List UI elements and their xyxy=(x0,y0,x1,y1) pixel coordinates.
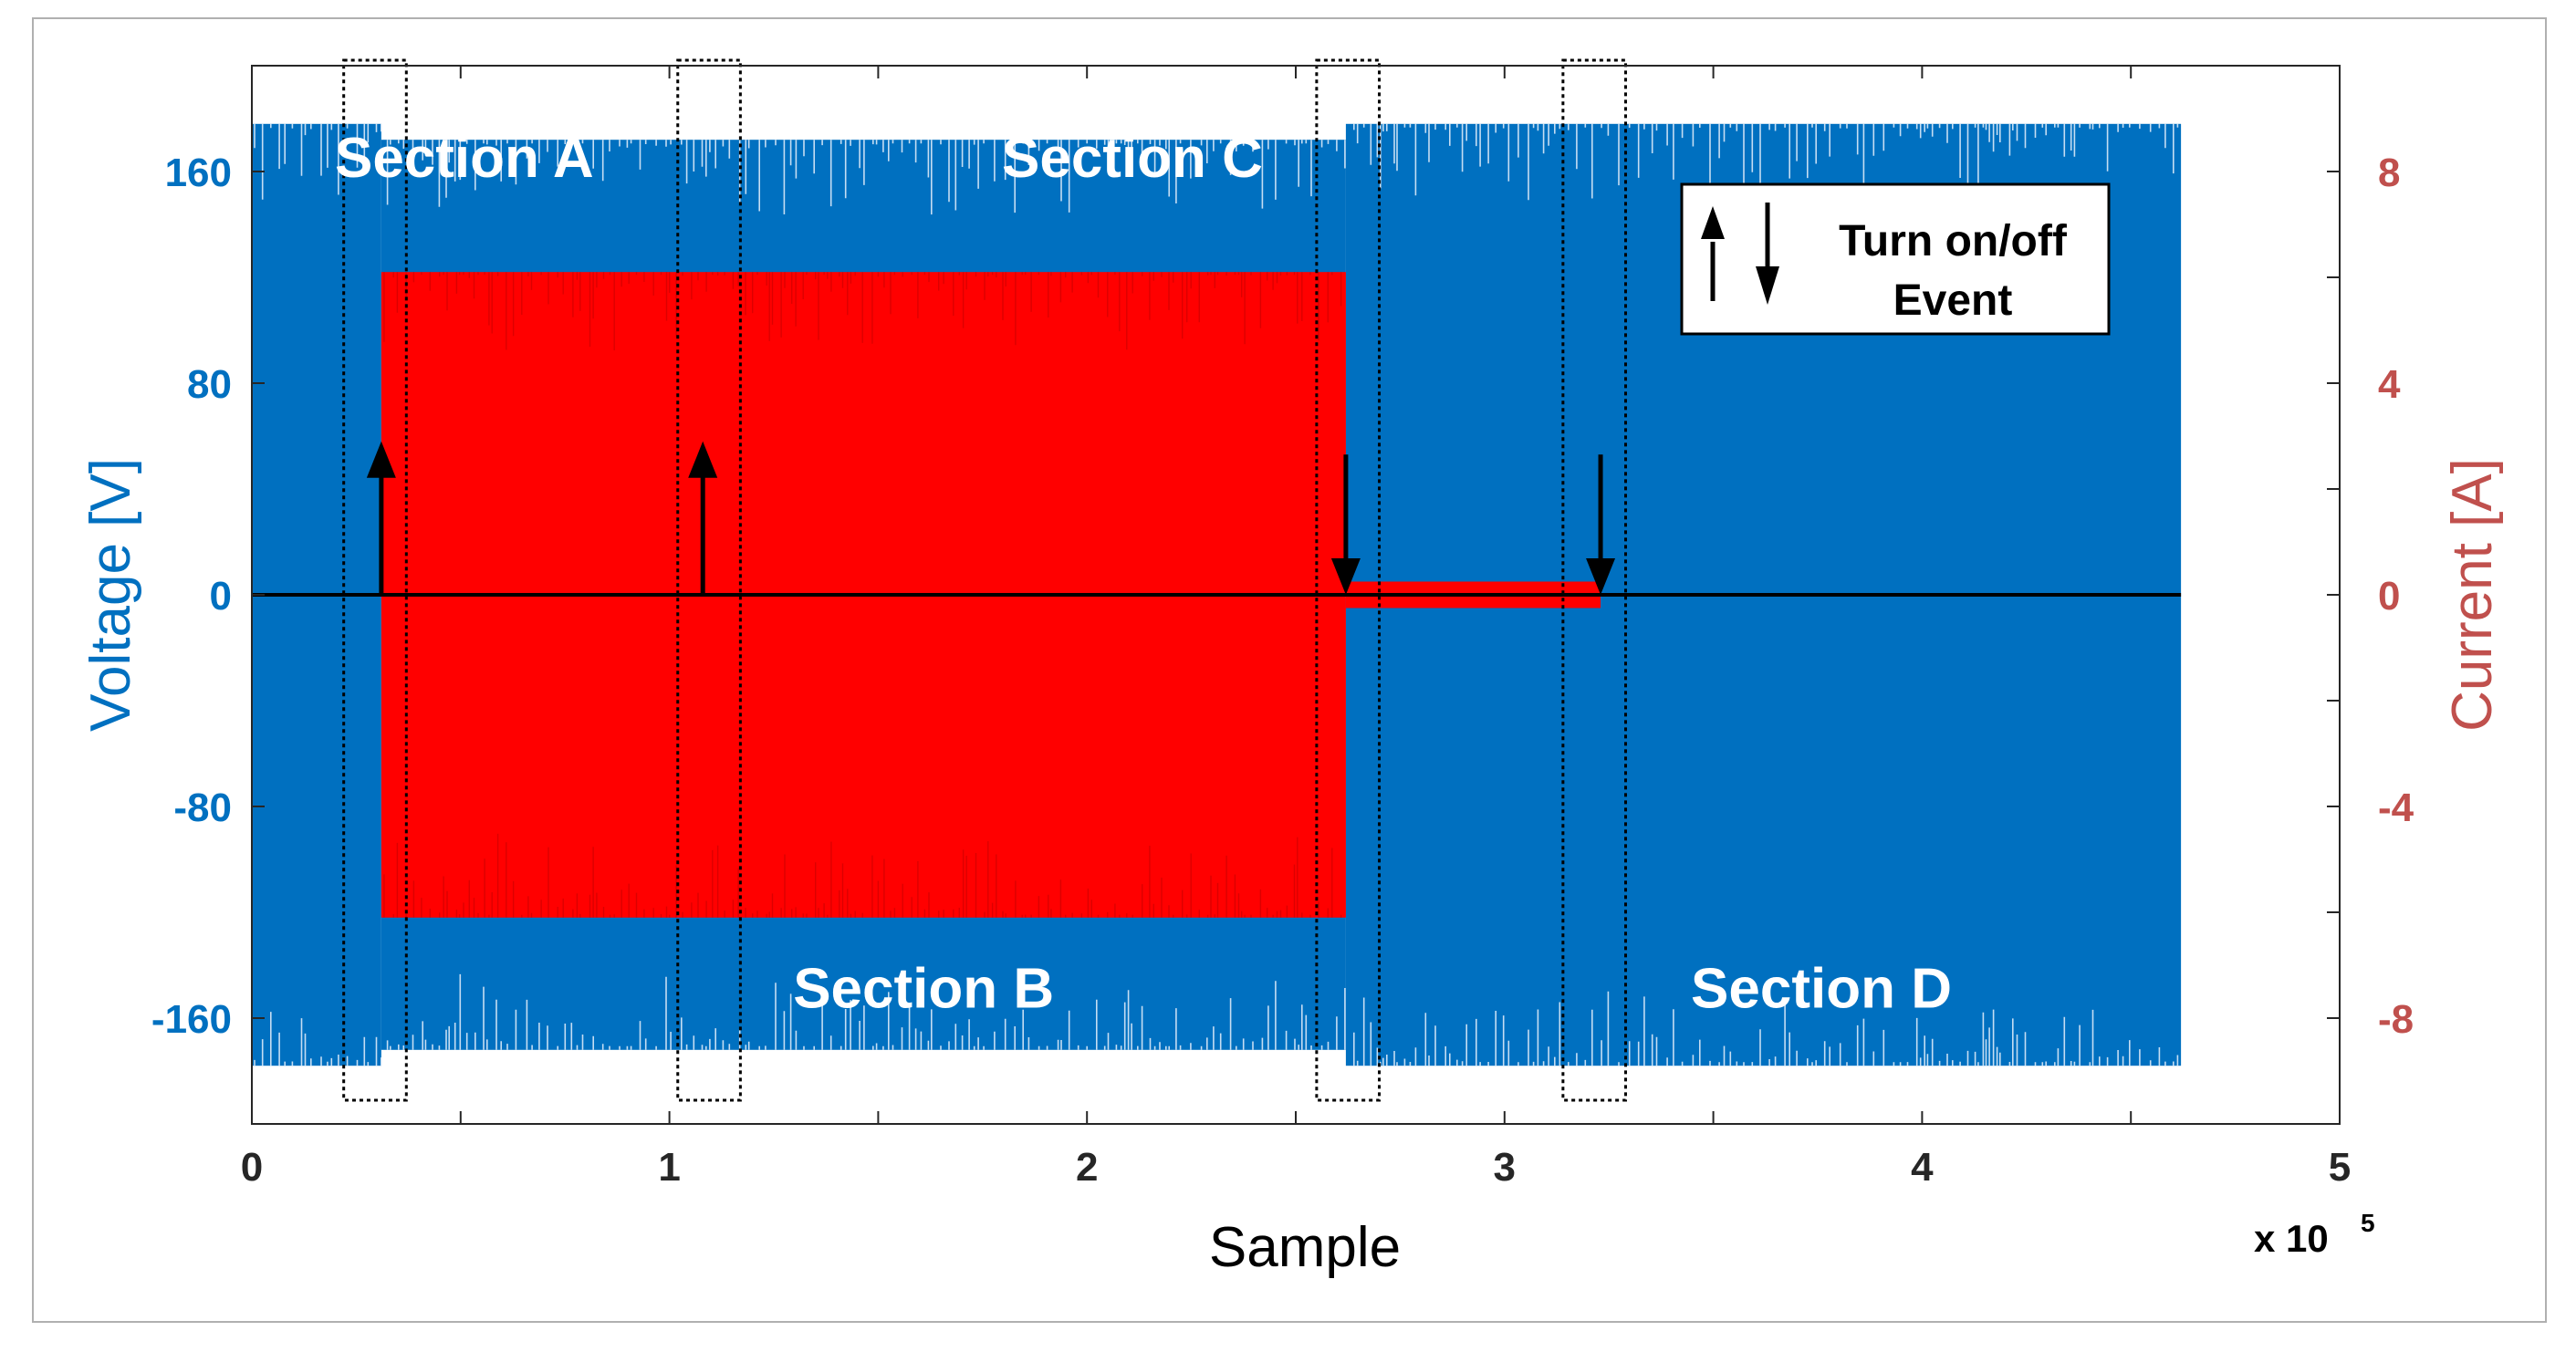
x-tick-label-3: 3 xyxy=(1494,1145,1516,1190)
y-right-tick-label-0: -8 xyxy=(2378,997,2414,1042)
y-left-tick-label-0: -160 xyxy=(151,997,232,1042)
current-ripple xyxy=(383,272,1342,918)
y-right-tick-label-4: 8 xyxy=(2378,151,2400,195)
section-annotations: Section A Section B Section C Section D xyxy=(335,127,1952,1021)
section-label-1: Section B xyxy=(793,957,1054,1020)
y-right-axis-label: Current [A] xyxy=(2441,458,2504,732)
section-label-0: Section A xyxy=(335,127,594,190)
x-tick-label-5: 5 xyxy=(2329,1145,2351,1190)
axis-ticks: 0 1 2 3 4 5 -160 -80 0 80 160 -8 -4 0 4 8 xyxy=(151,65,2414,1190)
y-left-tick-label-2: 0 xyxy=(210,574,232,619)
event-box-2 xyxy=(1315,58,1382,1102)
section-label-3: Section D xyxy=(1691,957,1952,1020)
event-box-1 xyxy=(676,58,742,1102)
y-left-tick-label-1: -80 xyxy=(173,785,232,830)
y-right-tick-label-3: 4 xyxy=(2378,362,2401,407)
event-arrow-up-1 xyxy=(688,441,718,478)
legend-up-arrow-icon xyxy=(1701,206,1725,239)
event-arrow-down-2 xyxy=(1330,558,1361,595)
section-label-2: Section C xyxy=(1002,127,1263,190)
x-exponent-sup: 5 xyxy=(2361,1209,2375,1237)
legend: Turn on/off Event xyxy=(1680,182,2111,336)
event-arrows xyxy=(366,441,1616,595)
y-left-tick-label-3: 80 xyxy=(187,362,232,407)
event-arrow-down-3 xyxy=(1586,558,1616,595)
x-tick-label-2: 2 xyxy=(1076,1145,1098,1190)
x-tick-label-4: 4 xyxy=(1911,1145,1934,1190)
y-right-tick-label-1: -4 xyxy=(2378,785,2414,830)
y-left-axis-label: Voltage [V] xyxy=(79,458,142,732)
event-boxes xyxy=(342,58,1628,1102)
x-axis-label: Sample xyxy=(1209,1216,1401,1279)
legend-box xyxy=(1680,182,2111,336)
y-right-tick-label-2: 0 xyxy=(2378,574,2400,619)
x-tick-label-0: 0 xyxy=(241,1145,263,1190)
voltage-ripple xyxy=(254,123,2179,1066)
x-exponent-label: x 10 xyxy=(2254,1217,2329,1260)
legend-down-arrow-icon xyxy=(1756,266,1779,305)
legend-text-line2: Event xyxy=(1893,276,2013,325)
y-left-tick-label-4: 160 xyxy=(165,151,232,195)
event-box-0 xyxy=(342,58,408,1102)
legend-text-line1: Turn on/off xyxy=(1839,217,2068,265)
event-arrow-up-0 xyxy=(366,441,396,478)
event-box-3 xyxy=(1561,58,1628,1102)
x-tick-label-1: 1 xyxy=(658,1145,680,1190)
